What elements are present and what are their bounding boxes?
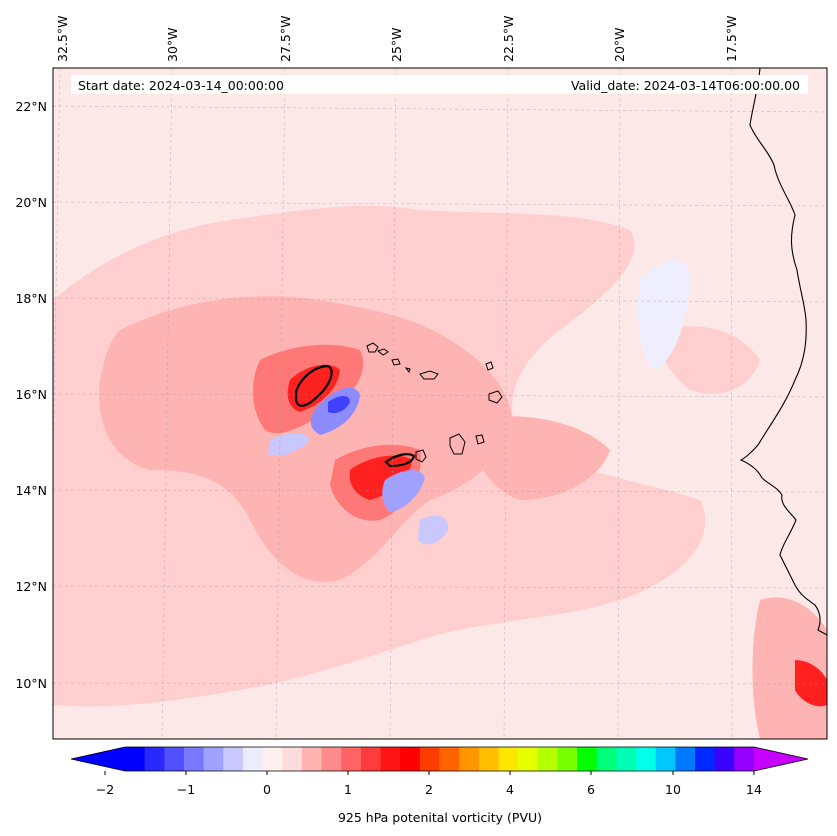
lon-label: 22.5°W xyxy=(501,16,516,62)
colorbar-tick-label: 1 xyxy=(344,782,352,797)
cabo-verde-islands xyxy=(366,342,503,463)
colorbar-segment xyxy=(380,747,401,771)
colorbar-outline xyxy=(70,746,809,772)
lat-label: 12°N xyxy=(15,579,47,594)
colorbar-segment xyxy=(183,747,205,771)
colorbar-segment xyxy=(164,747,185,771)
colorbar-tick-label: −2 xyxy=(96,782,114,797)
lat-label: 14°N xyxy=(15,483,47,498)
colorbar-tick-label: 0 xyxy=(263,782,271,797)
colorbar-segment xyxy=(537,747,559,771)
lon-label: 30°W xyxy=(165,27,180,62)
lon-label: 20°W xyxy=(612,27,627,62)
colorbar-segment xyxy=(321,747,342,771)
colorbar-extend-low xyxy=(71,747,125,771)
lat-label: 22°N xyxy=(15,99,47,114)
africa-coastline xyxy=(739,68,827,636)
colorbar-segment xyxy=(557,747,578,771)
colorbar-segment xyxy=(714,747,735,771)
colorbar-tick-label: −1 xyxy=(177,782,195,797)
colorbar-segment xyxy=(459,747,480,771)
colorbar-tick-label: 6 xyxy=(587,782,595,797)
colorbar-segment xyxy=(655,747,676,771)
longitude-labels: 32.5°W 30°W 27.5°W 25°W 22.5°W 20°W 17.5… xyxy=(55,16,739,62)
lat-label: 10°N xyxy=(15,676,47,691)
colorbar-segment xyxy=(577,747,598,771)
colorbar-segment xyxy=(636,747,657,771)
colorbar-segment xyxy=(223,747,244,771)
colorbar-segment xyxy=(478,747,500,771)
lon-label: 17.5°W xyxy=(724,16,739,62)
colorbar-segment xyxy=(596,747,618,771)
colorbar-segment xyxy=(695,747,716,771)
date-banner xyxy=(71,75,808,94)
colorbar-segment xyxy=(341,747,362,771)
colorbar-segment xyxy=(301,747,323,771)
colorbar-segment xyxy=(400,747,421,771)
colorbar-segment xyxy=(734,747,755,771)
colorbar-tick-label: 2 xyxy=(425,782,433,797)
latitude-labels: 22°N 20°N 18°N 16°N 14°N 12°N 10°N xyxy=(15,99,47,691)
pv-contours xyxy=(294,364,416,468)
map-panel xyxy=(53,68,827,739)
colorbar-segment xyxy=(498,747,519,771)
colorbar-segment xyxy=(616,747,637,771)
colorbar-tick-label: 10 xyxy=(665,782,681,797)
colorbar-segment xyxy=(262,747,283,771)
colorbar-segment xyxy=(360,747,382,771)
start-date: Start date: 2024-03-14_00:00:00 xyxy=(78,78,284,93)
colorbar-segment xyxy=(419,747,441,771)
lat-label: 16°N xyxy=(15,387,47,402)
lat-label: 20°N xyxy=(15,195,47,210)
graticule xyxy=(53,68,827,739)
colorbar-segment xyxy=(144,747,165,771)
colorbar-tick-label: 4 xyxy=(506,782,514,797)
lon-label: 25°W xyxy=(389,27,404,62)
colorbar-segment xyxy=(518,747,539,771)
colorbar-segment xyxy=(125,747,146,771)
colorbar-tick-label: 14 xyxy=(746,782,762,797)
colorbar-segment xyxy=(203,747,224,771)
valid-date: Valid_date: 2024-03-14T06:00:00.00 xyxy=(571,78,800,93)
colorbar-ticks: −2 −1 0 1 2 4 6 10 14 xyxy=(96,782,762,797)
colorbar-segment xyxy=(282,747,303,771)
colorbar-extend-high xyxy=(754,747,808,771)
lat-label: 18°N xyxy=(15,291,47,306)
lon-label: 27.5°W xyxy=(278,16,293,62)
colorbar-segment xyxy=(242,747,264,771)
map-frame xyxy=(52,67,828,740)
colorbar-title: 925 hPa potenital vorticity (PVU) xyxy=(338,810,542,825)
colorbar-segment xyxy=(439,747,460,771)
colorbar-segment xyxy=(675,747,696,771)
colorbar xyxy=(70,746,809,775)
lon-label: 32.5°W xyxy=(55,16,70,62)
